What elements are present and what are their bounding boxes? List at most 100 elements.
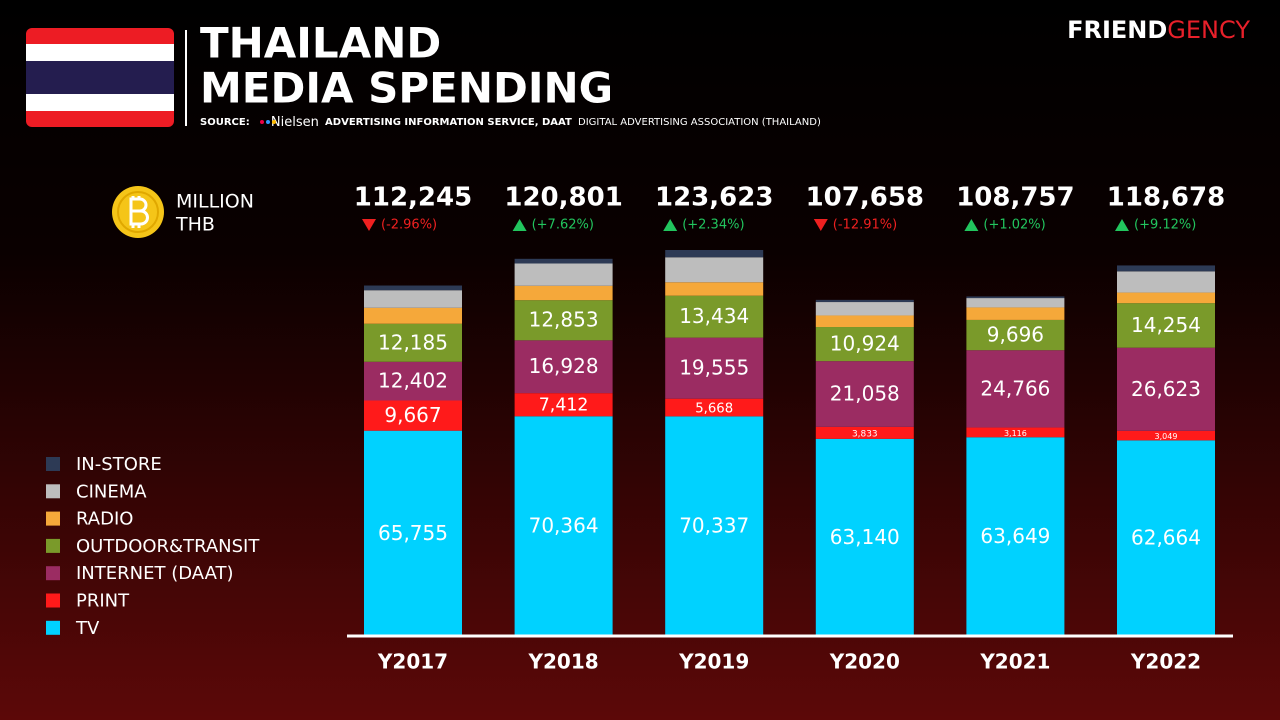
legend-label: TV	[75, 618, 100, 639]
source: SOURCE: Nielsen ADVERTISING INFORMATION …	[200, 115, 821, 130]
bar-segment	[665, 282, 764, 296]
segment-label: 10,924	[830, 332, 900, 356]
bar-segment	[665, 295, 764, 338]
x-tick-label: Y2020	[829, 650, 900, 674]
source-rest: DIGITAL ADVERTISING ASSOCIATION (THAILAN…	[578, 117, 821, 128]
source-brand: Nielsen	[271, 115, 319, 130]
segment-label: 12,402	[378, 369, 448, 393]
bar-segment	[514, 393, 613, 417]
segment-label: 9,667	[384, 403, 441, 427]
segment-label: 70,364	[529, 514, 599, 538]
segment-label: 14,254	[1131, 313, 1201, 337]
bar-segment	[514, 263, 613, 286]
change-label: (+1.02%)	[983, 218, 1045, 233]
title-line: THAILAND	[200, 19, 441, 68]
legend-swatch	[46, 457, 60, 471]
bar-segment	[815, 315, 914, 328]
flag	[26, 28, 174, 127]
bar-segment	[815, 327, 914, 362]
bar-segment	[665, 249, 764, 258]
bar-segment	[514, 258, 613, 264]
bar-segment	[665, 416, 764, 636]
bar-segment	[1117, 265, 1215, 272]
bar-segment	[815, 426, 914, 439]
total-label: 118,678	[1107, 183, 1225, 213]
segment-label: 63,140	[830, 525, 900, 549]
segment-label: 62,664	[1131, 526, 1201, 550]
legend-label: RADIO	[76, 509, 133, 530]
x-tick-label: Y2018	[528, 650, 599, 674]
bar-segment	[1117, 430, 1215, 441]
bar-segment	[966, 307, 1065, 320]
bar-segment	[815, 438, 914, 636]
unit-label: THB	[175, 214, 215, 236]
x-tick-label: Y2022	[1130, 650, 1201, 674]
change-label: (-12.91%)	[833, 218, 897, 233]
bar-segment	[514, 285, 613, 301]
bar-segment	[966, 350, 1065, 428]
change-arrow	[1115, 219, 1129, 231]
segment-label: 24,766	[980, 376, 1050, 400]
legend-swatch	[46, 484, 60, 499]
bar-segment	[364, 400, 462, 431]
legend-swatch	[46, 566, 60, 581]
bar-segment	[1117, 292, 1215, 304]
change-label: (-2.96%)	[381, 218, 437, 233]
segment-label: 70,337	[679, 514, 749, 538]
title-line: MEDIA SPENDING	[200, 64, 613, 113]
bar-segment	[1117, 347, 1215, 431]
total-label: 123,623	[655, 183, 773, 213]
total-label: 107,658	[806, 183, 924, 213]
bar-segment	[364, 285, 462, 291]
change-arrow	[362, 219, 376, 231]
coin-icon	[112, 186, 164, 238]
bar-segment	[966, 296, 1065, 299]
segment-label: 3,049	[1155, 432, 1178, 441]
total-label: 108,757	[956, 183, 1074, 213]
segment-label: 7,412	[539, 396, 589, 416]
bar-segment	[665, 398, 764, 417]
change-label: (+7.62%)	[532, 218, 594, 233]
bar-segment	[364, 307, 462, 324]
change-label: (+9.12%)	[1134, 218, 1196, 233]
bar-segment	[815, 302, 914, 316]
change-arrow	[663, 219, 678, 231]
bar-segment	[364, 361, 462, 401]
bar-segment	[364, 290, 462, 308]
bar-segment	[966, 319, 1065, 351]
change-arrow	[813, 219, 828, 231]
source-bold: ADVERTISING INFORMATION SERVICE, DAAT	[325, 117, 572, 128]
segment-label: 16,928	[529, 354, 599, 378]
legend-label: IN-STORE	[76, 454, 162, 475]
x-tick-label: Y2019	[678, 650, 749, 674]
segment-label: 63,649	[980, 524, 1050, 548]
legend-label: PRINT	[76, 591, 130, 612]
bar-segment	[966, 437, 1065, 636]
change-arrow	[512, 219, 527, 231]
logo: FRIENDGENCY	[1067, 16, 1250, 44]
segment-label: 26,623	[1131, 377, 1201, 401]
bar-segment	[1117, 303, 1215, 348]
bar-segment	[514, 340, 613, 394]
segment-label: 65,755	[378, 521, 448, 545]
segment-label: 5,668	[695, 402, 733, 417]
legend-swatch	[46, 593, 60, 608]
total-label: 112,245	[354, 183, 472, 213]
segment-label: 3,833	[852, 429, 878, 439]
bar-segment	[1117, 271, 1215, 293]
source-icon	[260, 120, 276, 124]
legend-swatch	[46, 511, 60, 526]
segment-label: 21,058	[830, 382, 900, 406]
segment-label: 19,555	[679, 356, 749, 380]
total-label: 120,801	[504, 183, 622, 213]
bar-segment	[815, 299, 914, 303]
bar-segment	[966, 427, 1065, 438]
segment-label: 13,434	[679, 304, 749, 328]
bar-segment	[364, 430, 462, 636]
legend-label: INTERNET (DAAT)	[76, 563, 234, 584]
segment-label: 12,853	[529, 308, 599, 332]
x-tick-label: Y2021	[979, 650, 1050, 674]
bar-segment	[1117, 440, 1215, 636]
